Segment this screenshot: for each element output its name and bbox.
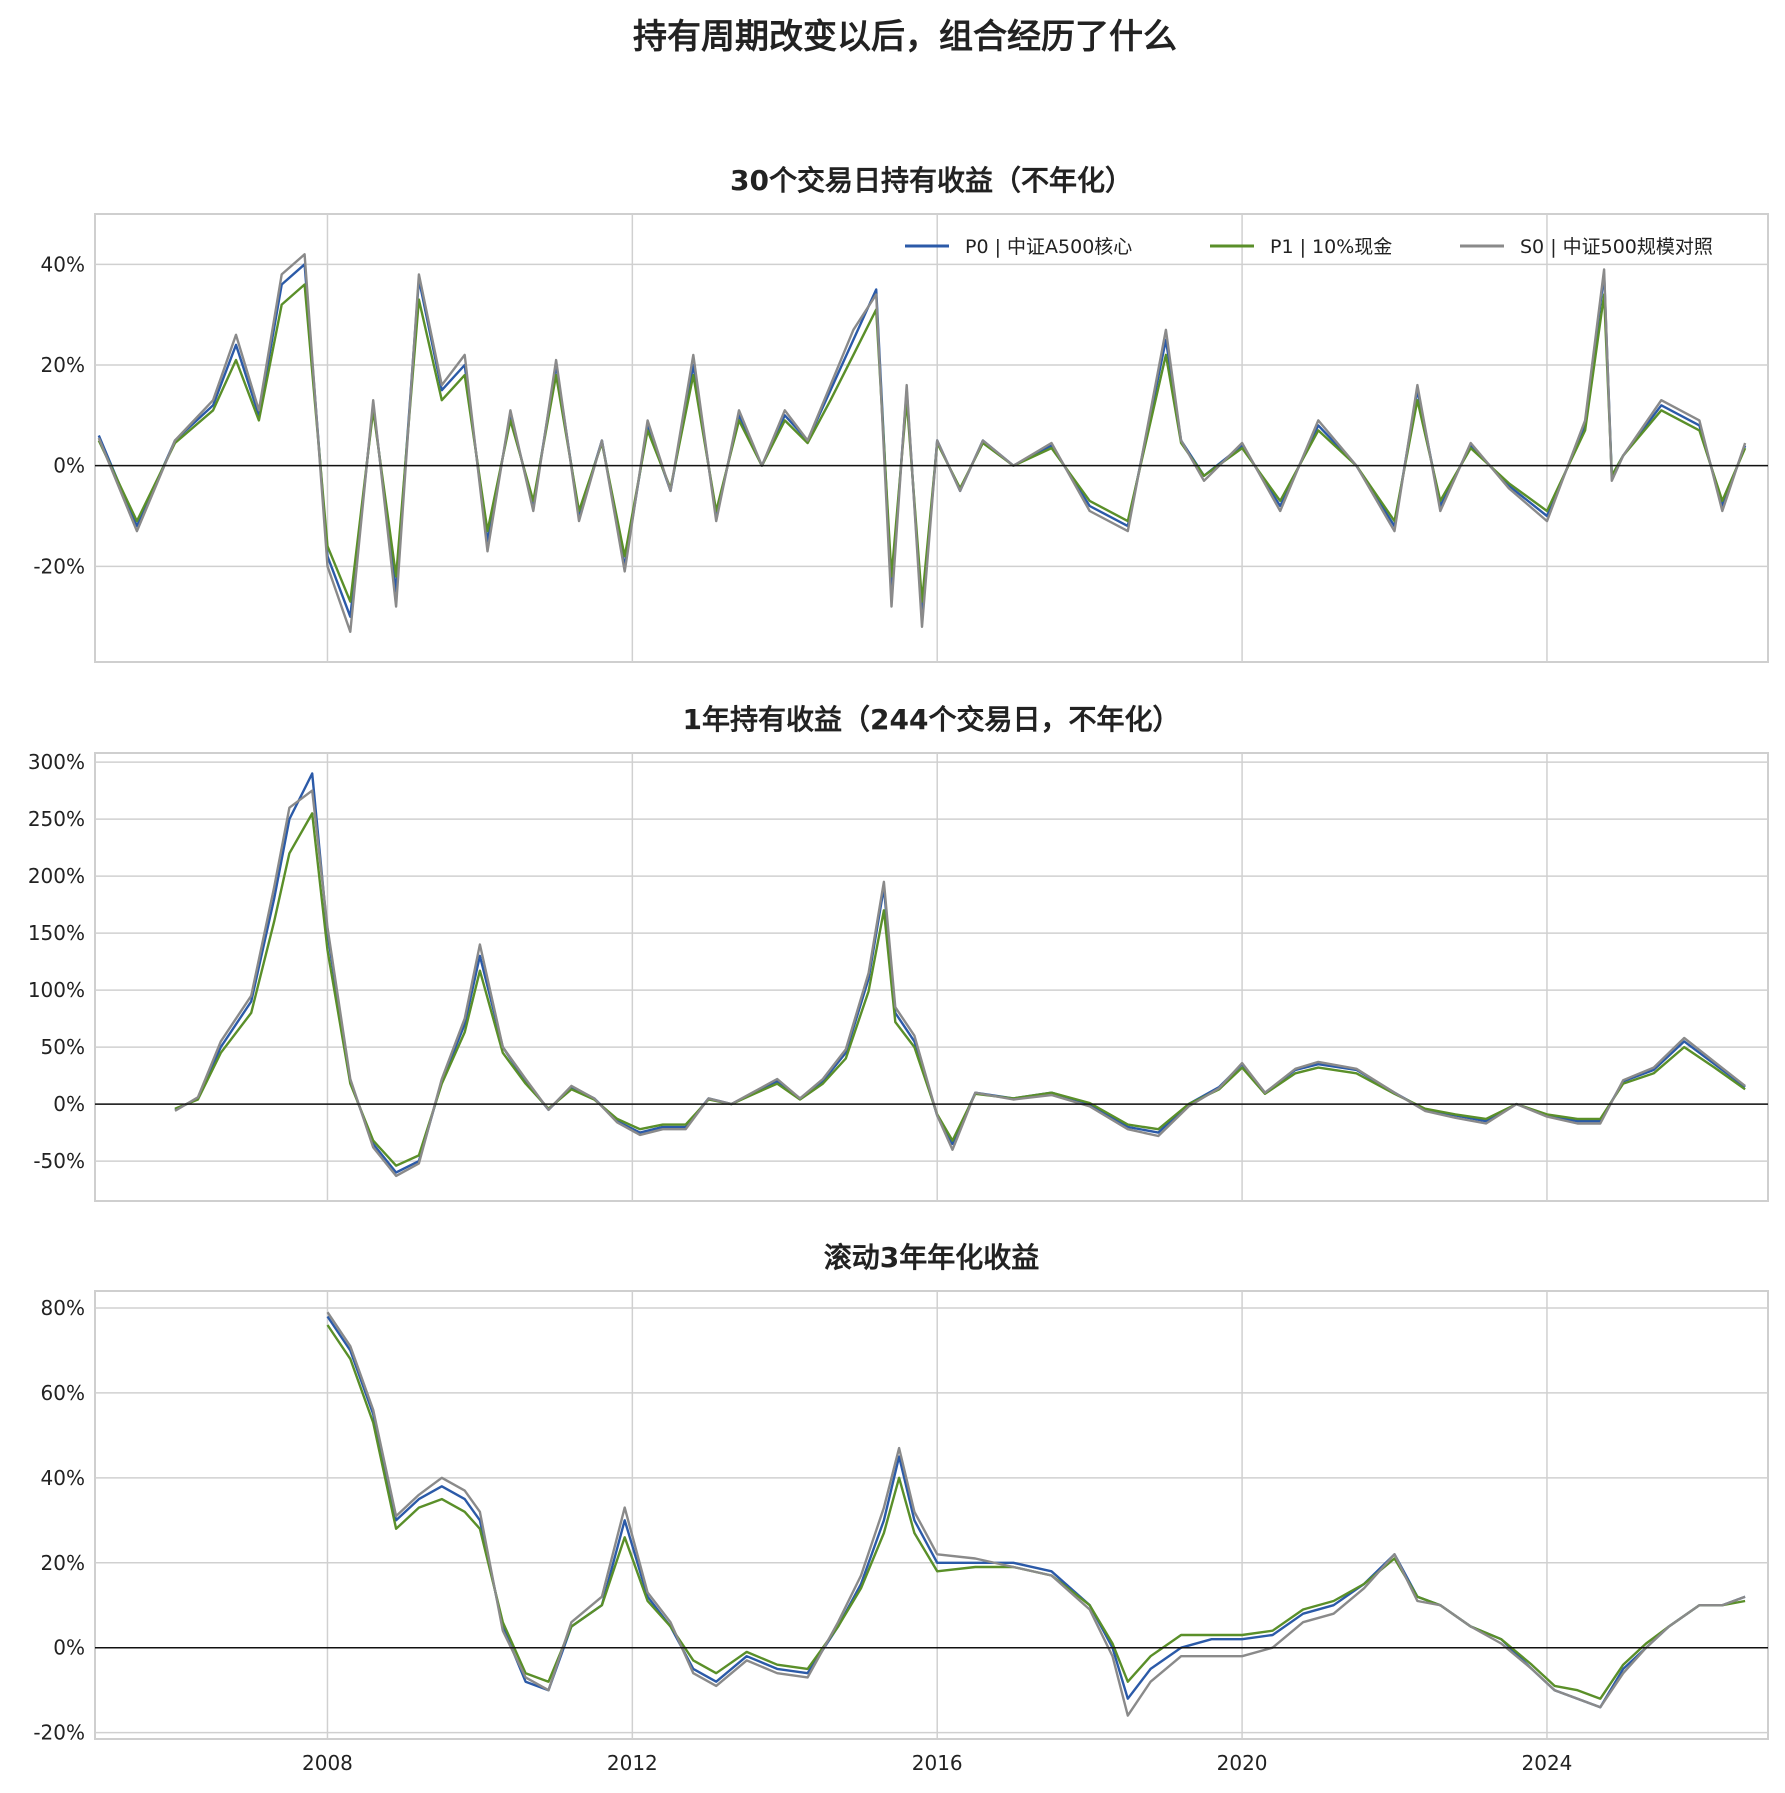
y-tick-label: 20% xyxy=(41,353,85,377)
x-tick-label: 2024 xyxy=(1522,1751,1573,1775)
plot-frame xyxy=(94,752,1769,1202)
y-tick-label: 20% xyxy=(41,1551,85,1575)
legend: P0 | 中证A500核心 P1 | 10%现金 S0 | 中证500规模对照 xyxy=(905,236,1713,258)
y-tick-label: 100% xyxy=(28,978,85,1002)
y-tick-label: 40% xyxy=(41,1466,85,1490)
panel-1year-return: 1年持有收益（244个交易日，不年化） -50% 0% 50% 100% 150% 200%… xyxy=(28,703,1769,1202)
y-tick-label: 80% xyxy=(41,1296,85,1320)
series-line-S0 xyxy=(97,253,1747,633)
series-line-S0 xyxy=(326,1311,1746,1717)
x-tick-label: 2008 xyxy=(302,1751,353,1775)
panel-title: 滚动3年年化收益 xyxy=(824,1241,1039,1274)
panel-rolling-3year-return: 滚动3年年化收益 -20% 0% 20% 40% 60% 80% 2008 2012 2016 20… xyxy=(33,1241,1769,1775)
x-tick-label: 2016 xyxy=(912,1751,963,1775)
y-tick-label: 60% xyxy=(41,1381,85,1405)
panel-title: 1年持有收益（244个交易日，不年化） xyxy=(683,703,1181,736)
series-line-P1 xyxy=(326,1324,1746,1700)
y-tick-label: 250% xyxy=(28,807,85,831)
x-tick-label: 2012 xyxy=(607,1751,658,1775)
y-tick-label: 0% xyxy=(53,1092,85,1116)
y-tick-label: 200% xyxy=(28,864,85,888)
series-line-S0 xyxy=(174,789,1746,1178)
y-tick-label: -20% xyxy=(33,554,85,578)
y-tick-label: 40% xyxy=(41,252,85,276)
series-line-P1 xyxy=(174,812,1746,1167)
panel-30day-return: 30个交易日持有收益（不年化） -20% 0% 20% 40% xyxy=(33,164,1769,663)
y-tick-label: 0% xyxy=(53,454,85,478)
legend-label-S0: S0 | 中证500规模对照 xyxy=(1520,236,1713,258)
y-tick-label: 150% xyxy=(28,921,85,945)
y-tick-label: -50% xyxy=(33,1149,85,1173)
plot-frame xyxy=(94,213,1769,663)
y-tick-label: 300% xyxy=(28,750,85,774)
plot-frame xyxy=(94,1290,1769,1740)
y-tick-label: 0% xyxy=(53,1636,85,1660)
figure-title: 持有周期改变以后，组合经历了什么 xyxy=(633,17,1177,57)
legend-label-P0: P0 | 中证A500核心 xyxy=(965,236,1132,258)
x-tick-label: 2020 xyxy=(1217,1751,1268,1775)
y-tick-label: -20% xyxy=(33,1721,85,1745)
panel-title: 30个交易日持有收益（不年化） xyxy=(730,164,1133,197)
y-tick-label: 50% xyxy=(41,1035,85,1059)
legend-label-P1: P1 | 10%现金 xyxy=(1270,236,1392,258)
